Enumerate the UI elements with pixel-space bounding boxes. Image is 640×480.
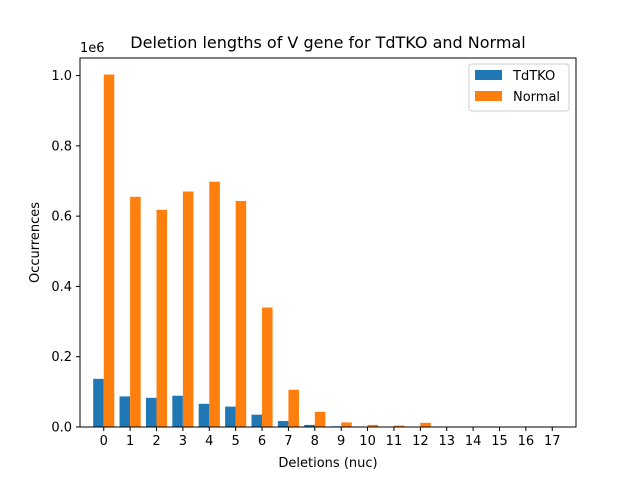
bar-normal-4 bbox=[209, 181, 220, 427]
legend-swatch-tdtko bbox=[475, 70, 502, 80]
bar-normal-10 bbox=[367, 424, 379, 427]
bar-normal-2 bbox=[156, 209, 168, 427]
legend-swatch-normal bbox=[475, 91, 502, 101]
x-tick-label-1: 1 bbox=[126, 434, 134, 449]
y-tick-label-0.2: 0.2 bbox=[51, 350, 72, 365]
bar-tdtko-7 bbox=[277, 421, 289, 427]
y-axis-scale-label: 1e6 bbox=[80, 41, 105, 56]
bar-normal-7 bbox=[288, 389, 299, 427]
bar-tdtko-8 bbox=[304, 424, 315, 427]
bar-tdtko-3 bbox=[172, 395, 183, 427]
y-tick-label-0.4: 0.4 bbox=[51, 280, 72, 295]
bars-group bbox=[93, 74, 537, 427]
x-tick-label-13: 13 bbox=[438, 434, 455, 449]
x-tick-label-9: 9 bbox=[337, 434, 345, 449]
x-tick-label-2: 2 bbox=[152, 434, 160, 449]
bar-normal-11 bbox=[393, 425, 405, 427]
x-tick-label-7: 7 bbox=[284, 434, 292, 449]
bar-normal-0 bbox=[103, 74, 115, 427]
bar-tdtko-5 bbox=[225, 406, 236, 427]
y-tick-label-0.0: 0.0 bbox=[51, 421, 72, 436]
x-tick-label-3: 3 bbox=[179, 434, 187, 449]
x-tick-label-11: 11 bbox=[386, 434, 403, 449]
bar-normal-6 bbox=[262, 307, 273, 427]
x-tick-label-16: 16 bbox=[518, 434, 535, 449]
x-tick-label-0: 0 bbox=[100, 434, 108, 449]
x-tick-label-5: 5 bbox=[232, 434, 240, 449]
y-tick-label-0.6: 0.6 bbox=[51, 210, 72, 225]
bar-tdtko-1 bbox=[119, 396, 131, 427]
x-tick-label-4: 4 bbox=[205, 434, 213, 449]
y-axis-ticks: 0.0 0.2 0.4 0.6 0.8 1.0 bbox=[51, 69, 80, 436]
legend-label-normal: Normal bbox=[513, 90, 560, 105]
bar-tdtko-0 bbox=[93, 378, 104, 427]
x-tick-label-17: 17 bbox=[544, 434, 561, 449]
bar-normal-1 bbox=[130, 196, 141, 427]
x-tick-label-12: 12 bbox=[412, 434, 429, 449]
x-tick-label-8: 8 bbox=[311, 434, 319, 449]
bar-tdtko-4 bbox=[198, 403, 210, 427]
bar-normal-8 bbox=[314, 411, 326, 427]
legend-label-tdtko: TdTKO bbox=[512, 69, 555, 84]
y-tick-label-1.0: 1.0 bbox=[51, 69, 72, 84]
x-axis-label: Deletions (nuc) bbox=[278, 456, 377, 471]
bar-normal-3 bbox=[182, 191, 194, 427]
x-tick-label-15: 15 bbox=[491, 434, 508, 449]
x-tick-label-14: 14 bbox=[465, 434, 482, 449]
plot-area-frame bbox=[79, 57, 577, 428]
x-axis-ticks: 0 1 2 3 4 5 6 7 8 9 10 11 12 13 14 15 16 17 bbox=[100, 427, 561, 449]
bar-tdtko-2 bbox=[145, 397, 157, 427]
bar-tdtko-6 bbox=[251, 414, 263, 427]
y-tick-label-0.8: 0.8 bbox=[51, 139, 72, 154]
x-tick-label-10: 10 bbox=[359, 434, 376, 449]
chart-title: Deletion lengths of V gene for TdTKO and… bbox=[130, 33, 525, 52]
bar-normal-5 bbox=[235, 201, 247, 427]
y-axis-label: Occurrences bbox=[28, 202, 43, 283]
bar-normal-9 bbox=[341, 422, 352, 427]
legend: TdTKO Normal bbox=[468, 63, 570, 112]
x-tick-label-6: 6 bbox=[258, 434, 266, 449]
bar-normal-12 bbox=[420, 422, 431, 427]
